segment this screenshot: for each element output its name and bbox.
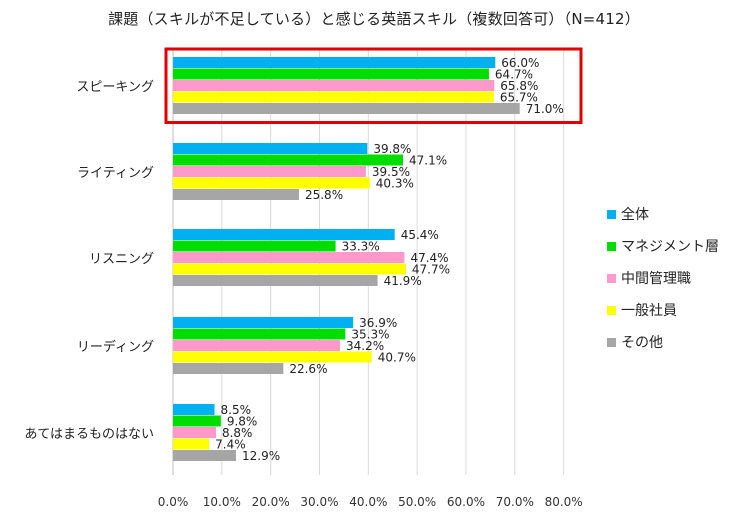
x-tick-label: 30.0% (300, 495, 338, 509)
data-label: 47.1% (409, 154, 447, 168)
bar (173, 450, 236, 461)
data-label: 47.4% (410, 251, 448, 265)
data-label: 65.8% (500, 79, 538, 93)
category-label: あてはまるものはない (25, 427, 154, 442)
bar (173, 103, 520, 114)
data-label: 40.3% (376, 177, 414, 191)
data-label: 36.9% (359, 316, 397, 330)
data-label: 33.3% (342, 240, 380, 254)
data-label: 39.5% (372, 165, 410, 179)
x-tick-label: 20.0% (252, 495, 290, 509)
x-tick-label: 40.0% (349, 495, 387, 509)
x-tick-label: 80.0% (545, 495, 583, 509)
legend-item: マネジメント層 (607, 230, 719, 262)
bar (173, 240, 336, 252)
chart-title: 課題（スキルが不足している）と感じる英語スキル（複数回答可）（N=412） (108, 10, 640, 28)
bar (173, 415, 221, 427)
legend-label: その他 (621, 335, 663, 351)
legend-item: その他 (607, 326, 719, 358)
data-label: 7.4% (215, 438, 246, 452)
legend-swatch (607, 305, 616, 315)
bar (173, 166, 366, 177)
bar (173, 404, 215, 415)
legend-label: 一般社員 (621, 303, 677, 319)
legend-swatch (607, 273, 616, 283)
legend-label: 中間管理職 (621, 271, 691, 287)
bar (173, 328, 346, 340)
bar (173, 80, 495, 91)
data-label: 64.7% (495, 68, 533, 82)
data-label: 66.0% (501, 56, 539, 70)
bar (173, 275, 378, 286)
legend-swatch (607, 241, 616, 251)
bar (173, 427, 216, 438)
bar (173, 263, 406, 275)
category-label: リスニング (89, 252, 154, 267)
highlight-box (164, 47, 583, 124)
bar (173, 351, 372, 363)
bar (173, 154, 403, 166)
legend-item: 一般社員 (607, 294, 719, 326)
bar (173, 68, 489, 80)
bar (173, 252, 405, 263)
data-label: 39.8% (373, 142, 411, 156)
bar (173, 363, 284, 374)
bar (173, 91, 494, 103)
bar (173, 177, 370, 189)
x-tick-label: 60.0% (447, 495, 485, 509)
x-tick-label: 0.0% (158, 495, 189, 509)
bar (173, 229, 395, 240)
bar (173, 189, 299, 200)
data-label: 71.0% (526, 102, 564, 116)
legend-item: 全体 (607, 198, 719, 230)
data-label: 22.6% (289, 362, 327, 376)
data-label: 45.4% (401, 228, 439, 242)
legend: 全体マネジメント層 中間管理職一般社員その他 (607, 198, 719, 358)
x-tick-label: 50.0% (398, 495, 436, 509)
data-label: 65.7% (500, 91, 538, 105)
data-label: 25.8% (305, 188, 343, 202)
data-label: 34.2% (346, 339, 384, 353)
legend-label: 全体 (621, 207, 649, 223)
legend-item: 中間管理職 (607, 262, 719, 294)
x-tick-label: 10.0% (203, 495, 241, 509)
data-label: 35.3% (351, 328, 389, 342)
legend-swatch (607, 209, 616, 219)
data-label: 40.7% (378, 351, 416, 365)
data-label: 41.9% (384, 274, 422, 288)
bar (173, 143, 368, 154)
data-label: 8.8% (222, 426, 253, 440)
x-tick-label: 70.0% (496, 495, 534, 509)
bar (173, 340, 340, 351)
data-label: 9.8% (227, 415, 258, 429)
legend-swatch (607, 337, 616, 347)
category-label: リーディング (77, 339, 154, 355)
category-label: スピーキング (76, 80, 154, 95)
data-label: 47.7% (412, 263, 450, 277)
legend-label: マネジメント層 (621, 239, 719, 255)
category-label: ライティング (77, 166, 154, 181)
data-label: 12.9% (242, 449, 280, 463)
bar (173, 317, 354, 328)
bar (173, 438, 210, 450)
bar (173, 57, 496, 68)
data-label: 8.5% (221, 403, 252, 417)
